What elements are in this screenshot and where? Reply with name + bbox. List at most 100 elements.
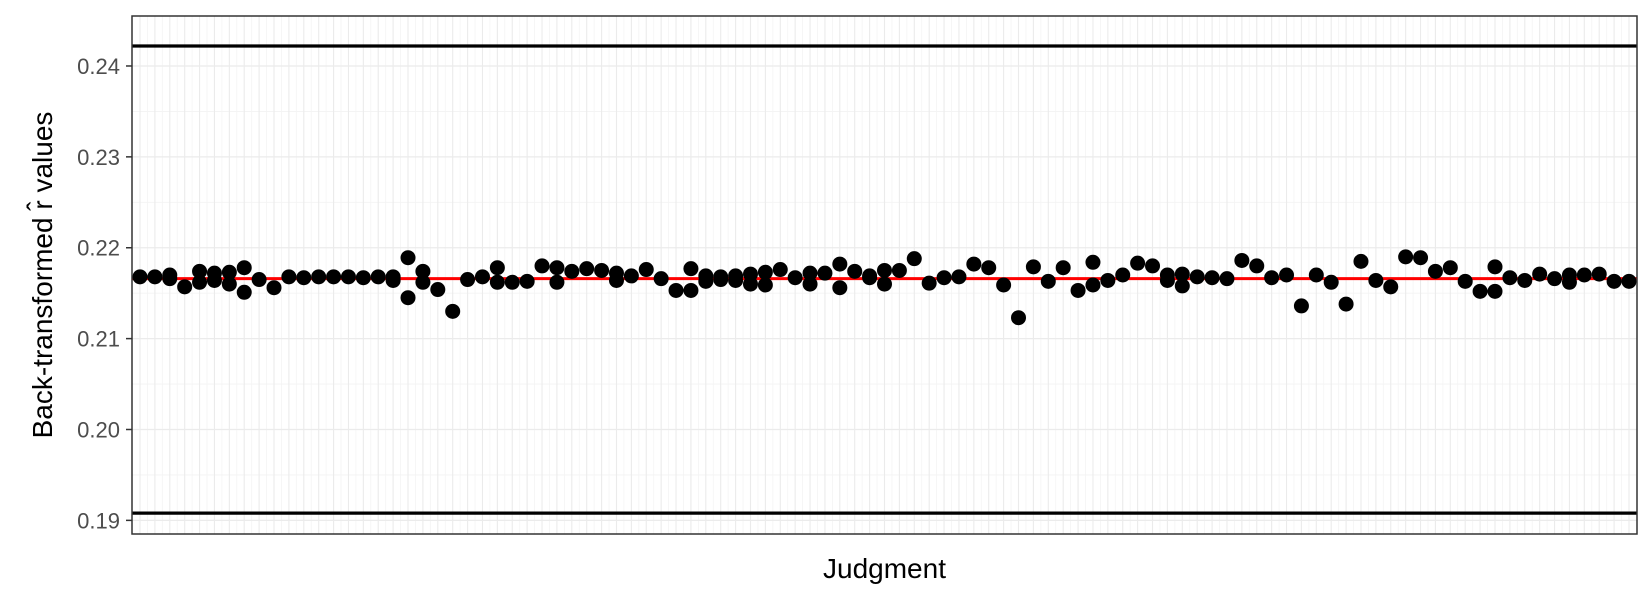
data-point — [1011, 310, 1027, 326]
data-point — [445, 303, 461, 319]
data-point — [1547, 271, 1563, 287]
data-point — [1576, 267, 1592, 283]
data-point — [936, 270, 952, 286]
data-point — [832, 280, 848, 296]
data-point — [192, 263, 208, 279]
data-point — [221, 264, 237, 280]
data-point — [1591, 266, 1607, 282]
data-point — [1159, 272, 1175, 288]
data-point — [132, 269, 148, 285]
data-point — [921, 275, 937, 291]
data-point — [698, 273, 714, 289]
data-point — [1115, 267, 1131, 283]
data-point — [474, 269, 490, 285]
data-point — [847, 263, 863, 279]
data-point — [1532, 266, 1548, 282]
y-tick-label: 0.22 — [77, 236, 120, 261]
data-point — [1323, 274, 1339, 290]
data-point — [177, 279, 193, 295]
data-point — [311, 269, 327, 285]
data-point — [415, 274, 431, 290]
data-point — [683, 261, 699, 277]
data-point — [147, 269, 163, 285]
data-point — [1487, 259, 1503, 275]
data-point — [1368, 272, 1384, 288]
data-point — [1279, 267, 1295, 283]
data-point — [1070, 282, 1086, 298]
y-tick-label: 0.20 — [77, 417, 120, 442]
data-point — [1234, 252, 1250, 268]
data-point — [757, 277, 773, 293]
data-point — [1457, 273, 1473, 289]
data-point — [1204, 270, 1220, 286]
data-point — [385, 272, 401, 288]
data-point — [1308, 267, 1324, 283]
data-point — [1413, 250, 1429, 266]
data-point — [638, 262, 654, 278]
data-point — [757, 264, 773, 280]
data-point — [728, 272, 744, 288]
data-point — [1264, 270, 1280, 286]
data-point — [1487, 283, 1503, 299]
data-point — [713, 272, 729, 288]
data-point — [400, 290, 416, 306]
data-point — [430, 282, 446, 298]
data-point — [877, 262, 892, 278]
x-axis-title: Judgment — [823, 553, 946, 584]
data-point — [802, 265, 818, 281]
data-point — [877, 276, 892, 292]
data-point — [1293, 298, 1309, 314]
data-point — [1606, 273, 1622, 289]
data-point — [1174, 278, 1190, 294]
data-point — [400, 250, 416, 266]
data-point — [802, 276, 818, 292]
data-point — [772, 262, 788, 278]
data-point — [266, 280, 282, 296]
data-point — [1025, 259, 1041, 275]
data-point — [1338, 296, 1354, 312]
data-point — [668, 282, 684, 298]
data-point — [192, 274, 208, 290]
data-point — [1055, 260, 1071, 276]
data-point — [460, 272, 476, 288]
data-point — [340, 269, 356, 285]
data-point — [579, 261, 595, 277]
y-axis-title: Back-transformed r̂ values — [27, 112, 58, 439]
data-point — [653, 271, 669, 287]
data-point — [683, 282, 699, 298]
data-point — [251, 272, 267, 288]
data-point — [832, 256, 848, 272]
data-point — [817, 265, 833, 281]
data-point — [1100, 272, 1116, 288]
data-point — [415, 263, 431, 279]
data-point — [564, 263, 580, 279]
data-point — [862, 270, 878, 286]
data-point — [787, 270, 803, 286]
y-tick-label: 0.23 — [77, 145, 120, 170]
y-axis-ticks: 0.19 0.20 0.21 0.22 0.23 0.24 — [77, 54, 132, 533]
data-point — [996, 277, 1012, 293]
data-point — [594, 262, 610, 278]
data-point — [1517, 272, 1533, 288]
data-point — [891, 262, 907, 278]
data-point — [1427, 263, 1443, 279]
data-point — [296, 270, 312, 286]
data-point — [906, 251, 922, 267]
data-point — [326, 269, 342, 285]
data-point — [742, 276, 758, 292]
data-point — [1398, 249, 1414, 265]
data-point — [281, 269, 297, 285]
data-point — [608, 272, 624, 288]
data-point — [534, 258, 550, 274]
data-points — [132, 249, 1637, 326]
data-point — [1353, 253, 1369, 269]
data-point — [1472, 283, 1488, 299]
data-point — [1085, 254, 1101, 270]
data-point — [221, 276, 237, 292]
data-point — [1621, 273, 1637, 289]
data-point — [981, 260, 997, 276]
data-point — [489, 260, 505, 276]
data-point — [236, 284, 252, 300]
y-tick-label: 0.21 — [77, 327, 120, 352]
data-point — [1040, 273, 1056, 289]
